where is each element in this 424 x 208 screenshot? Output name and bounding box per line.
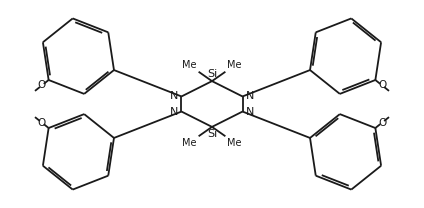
Text: Si: Si (207, 69, 217, 79)
Text: Me: Me (182, 60, 196, 70)
Text: Si: Si (207, 129, 217, 139)
Text: N: N (246, 106, 254, 116)
Text: Me: Me (182, 138, 196, 148)
Text: O: O (378, 118, 386, 128)
Text: N: N (170, 106, 178, 116)
Text: N: N (170, 92, 178, 102)
Text: O: O (38, 118, 46, 128)
Text: Me: Me (228, 60, 242, 70)
Text: Me: Me (228, 138, 242, 148)
Text: O: O (38, 80, 46, 90)
Text: O: O (378, 80, 386, 90)
Text: N: N (246, 92, 254, 102)
